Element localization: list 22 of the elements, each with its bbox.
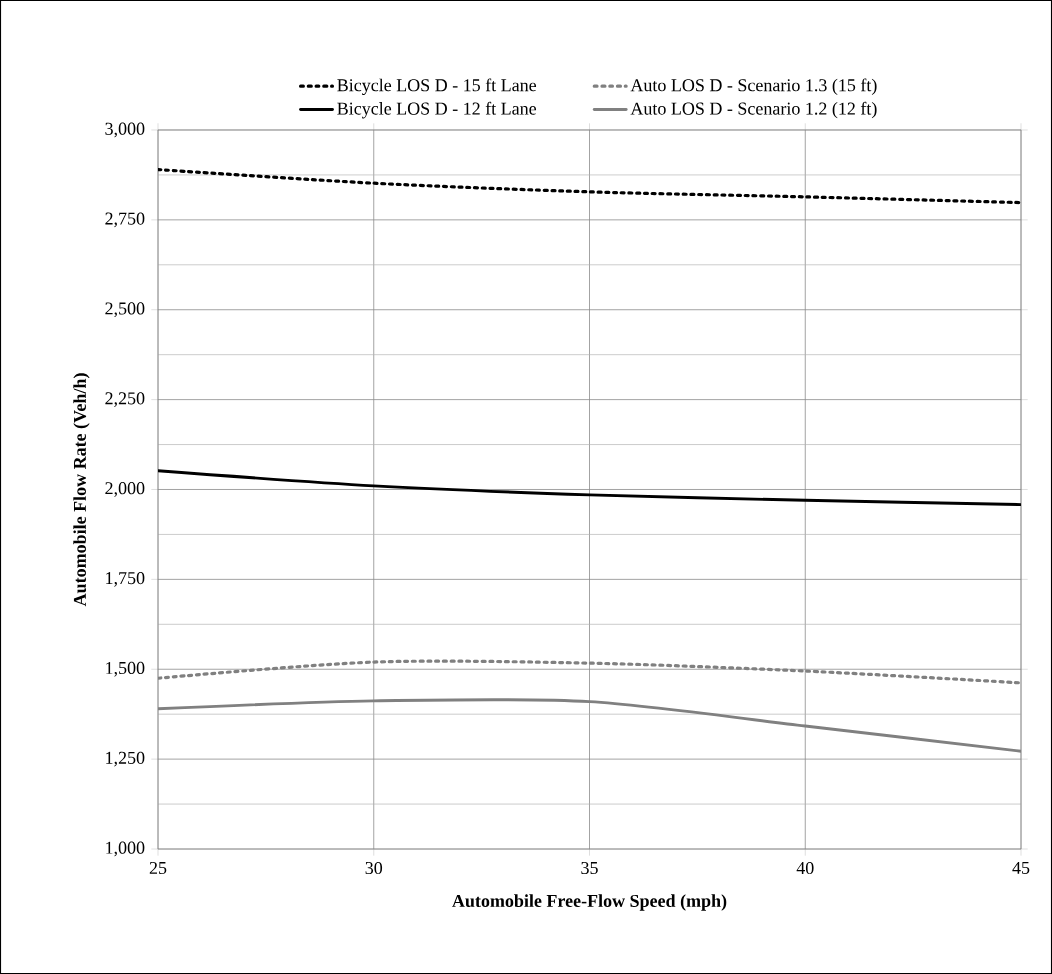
y-tick-label: 2,250 [105, 392, 145, 407]
line-series [158, 167, 1022, 205]
legend-label: Auto LOS D - Scenario 1.3 (15 ft) [630, 78, 877, 95]
legend-label: Bicycle LOS D - 15 ft Lane [337, 78, 537, 96]
legend-label: Auto LOS D - Scenario 1.2 (12 ft) [630, 101, 877, 119]
y-tick-label: 1,000 [106, 841, 145, 857]
y-tick-label: 1,750 [106, 571, 145, 587]
y-axis-title: Automobile Flow Rate (Veh/h) [73, 373, 90, 607]
y-tick-label: 3,000 [105, 122, 145, 138]
x-tick-label: 45 [1012, 861, 1030, 874]
y-tick-label: 2,000 [105, 482, 145, 497]
x-tick-label: 30 [365, 861, 383, 875]
y-tick-label: 2,500 [105, 302, 145, 318]
x-axis-title: Automobile Free-Flow Speed (mph) [452, 894, 727, 911]
y-tick-label: 1,250 [106, 751, 145, 767]
y-tick-label: 1,500 [106, 661, 145, 677]
x-tick-label: 25 [149, 861, 167, 875]
y-tick-label: 2,750 [105, 212, 145, 228]
legend-label: Bicycle LOS D - 12 ft Lane [337, 101, 537, 119]
x-tick-label: 40 [796, 861, 814, 875]
x-tick-label: 35 [581, 861, 598, 875]
line-series [158, 469, 1022, 507]
